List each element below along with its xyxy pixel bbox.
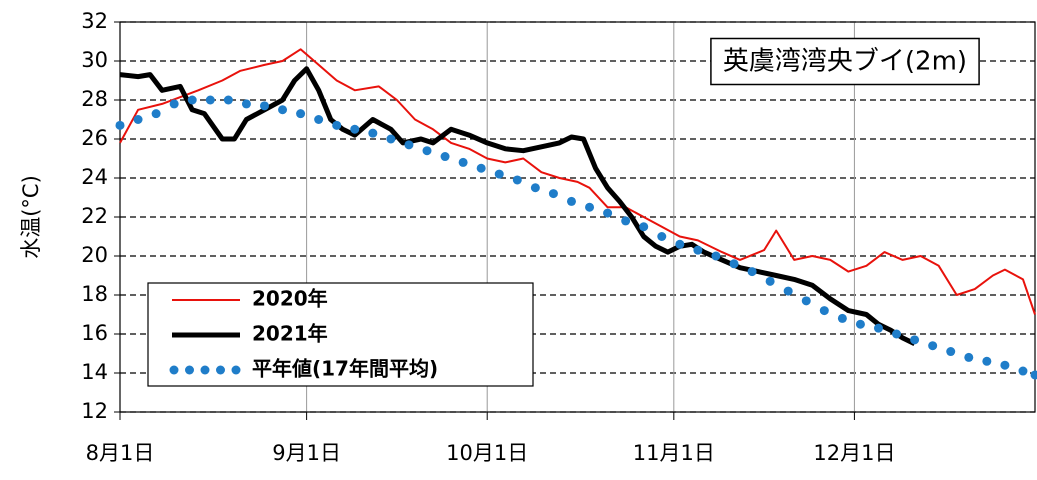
point [1018,366,1028,376]
point [964,352,974,362]
point [205,95,215,105]
point [928,341,938,351]
legend-swatch [169,365,179,375]
point [548,189,558,199]
point [223,95,233,105]
point [566,196,576,206]
y-tick-label: 18 [81,282,108,306]
point [458,157,468,167]
y-tick-label: 32 [81,9,108,33]
y-tick-label: 26 [81,126,108,150]
point [819,306,829,316]
y-tick-label: 30 [81,48,108,72]
point [278,105,288,115]
point [512,175,522,185]
annotation: 英虞湾湾央ブイ(2m) [723,47,967,77]
point [946,347,956,357]
point [151,109,161,119]
point [133,115,143,124]
x-tick-label: 8月1日 [86,441,155,465]
point [982,356,992,366]
point [639,222,649,232]
legend-swatch [216,365,225,375]
point [801,296,811,306]
point [476,163,486,173]
point [296,109,306,119]
point [169,99,179,109]
point [115,120,125,130]
point [585,202,595,212]
point [368,128,378,138]
point [241,99,251,109]
y-tick-label: 12 [81,399,108,423]
point [386,134,396,144]
point [765,276,775,286]
point [729,259,739,269]
point [440,152,450,162]
y-tick-label: 14 [81,360,108,384]
y-tick-label: 22 [81,204,108,228]
x-tick-label: 10月1日 [446,441,528,465]
point [783,286,793,296]
y-tick-label: 20 [81,243,108,267]
point [1000,360,1010,370]
legend-label: 2020年 [252,287,328,311]
y-axis-label: 水温(°C) [19,175,43,259]
y-tick-label: 16 [81,321,108,345]
y-tick-label: 28 [81,87,108,111]
point [1030,370,1037,380]
point [855,319,865,329]
point [892,329,902,339]
legend-swatch [200,365,210,375]
point [657,232,667,241]
point [873,323,883,333]
point [837,313,847,323]
point [621,216,631,226]
legend-swatch [231,365,241,375]
line [119,48,1036,315]
point [675,239,685,249]
x-tick-label: 11月1日 [633,441,715,465]
point [910,335,920,345]
point [747,267,757,277]
legend-label: 2021年 [252,322,328,346]
point [494,169,504,179]
x-tick-label: 12月1日 [813,441,895,465]
point [404,140,414,150]
point [259,101,269,111]
legend-label: 平年値(17年間平均) [252,357,438,381]
point [603,208,613,218]
point [530,183,540,193]
y-tick-label: 24 [81,165,108,189]
legend-swatch [185,365,194,375]
plot-frame [119,21,1036,413]
point [711,251,721,261]
point [693,245,703,255]
point [422,146,432,156]
x-tick-label: 9月1日 [272,441,341,465]
point [350,124,360,134]
point [314,115,324,124]
annotation-box [710,37,980,86]
point [332,120,342,130]
line [119,66,916,347]
point [187,95,197,105]
